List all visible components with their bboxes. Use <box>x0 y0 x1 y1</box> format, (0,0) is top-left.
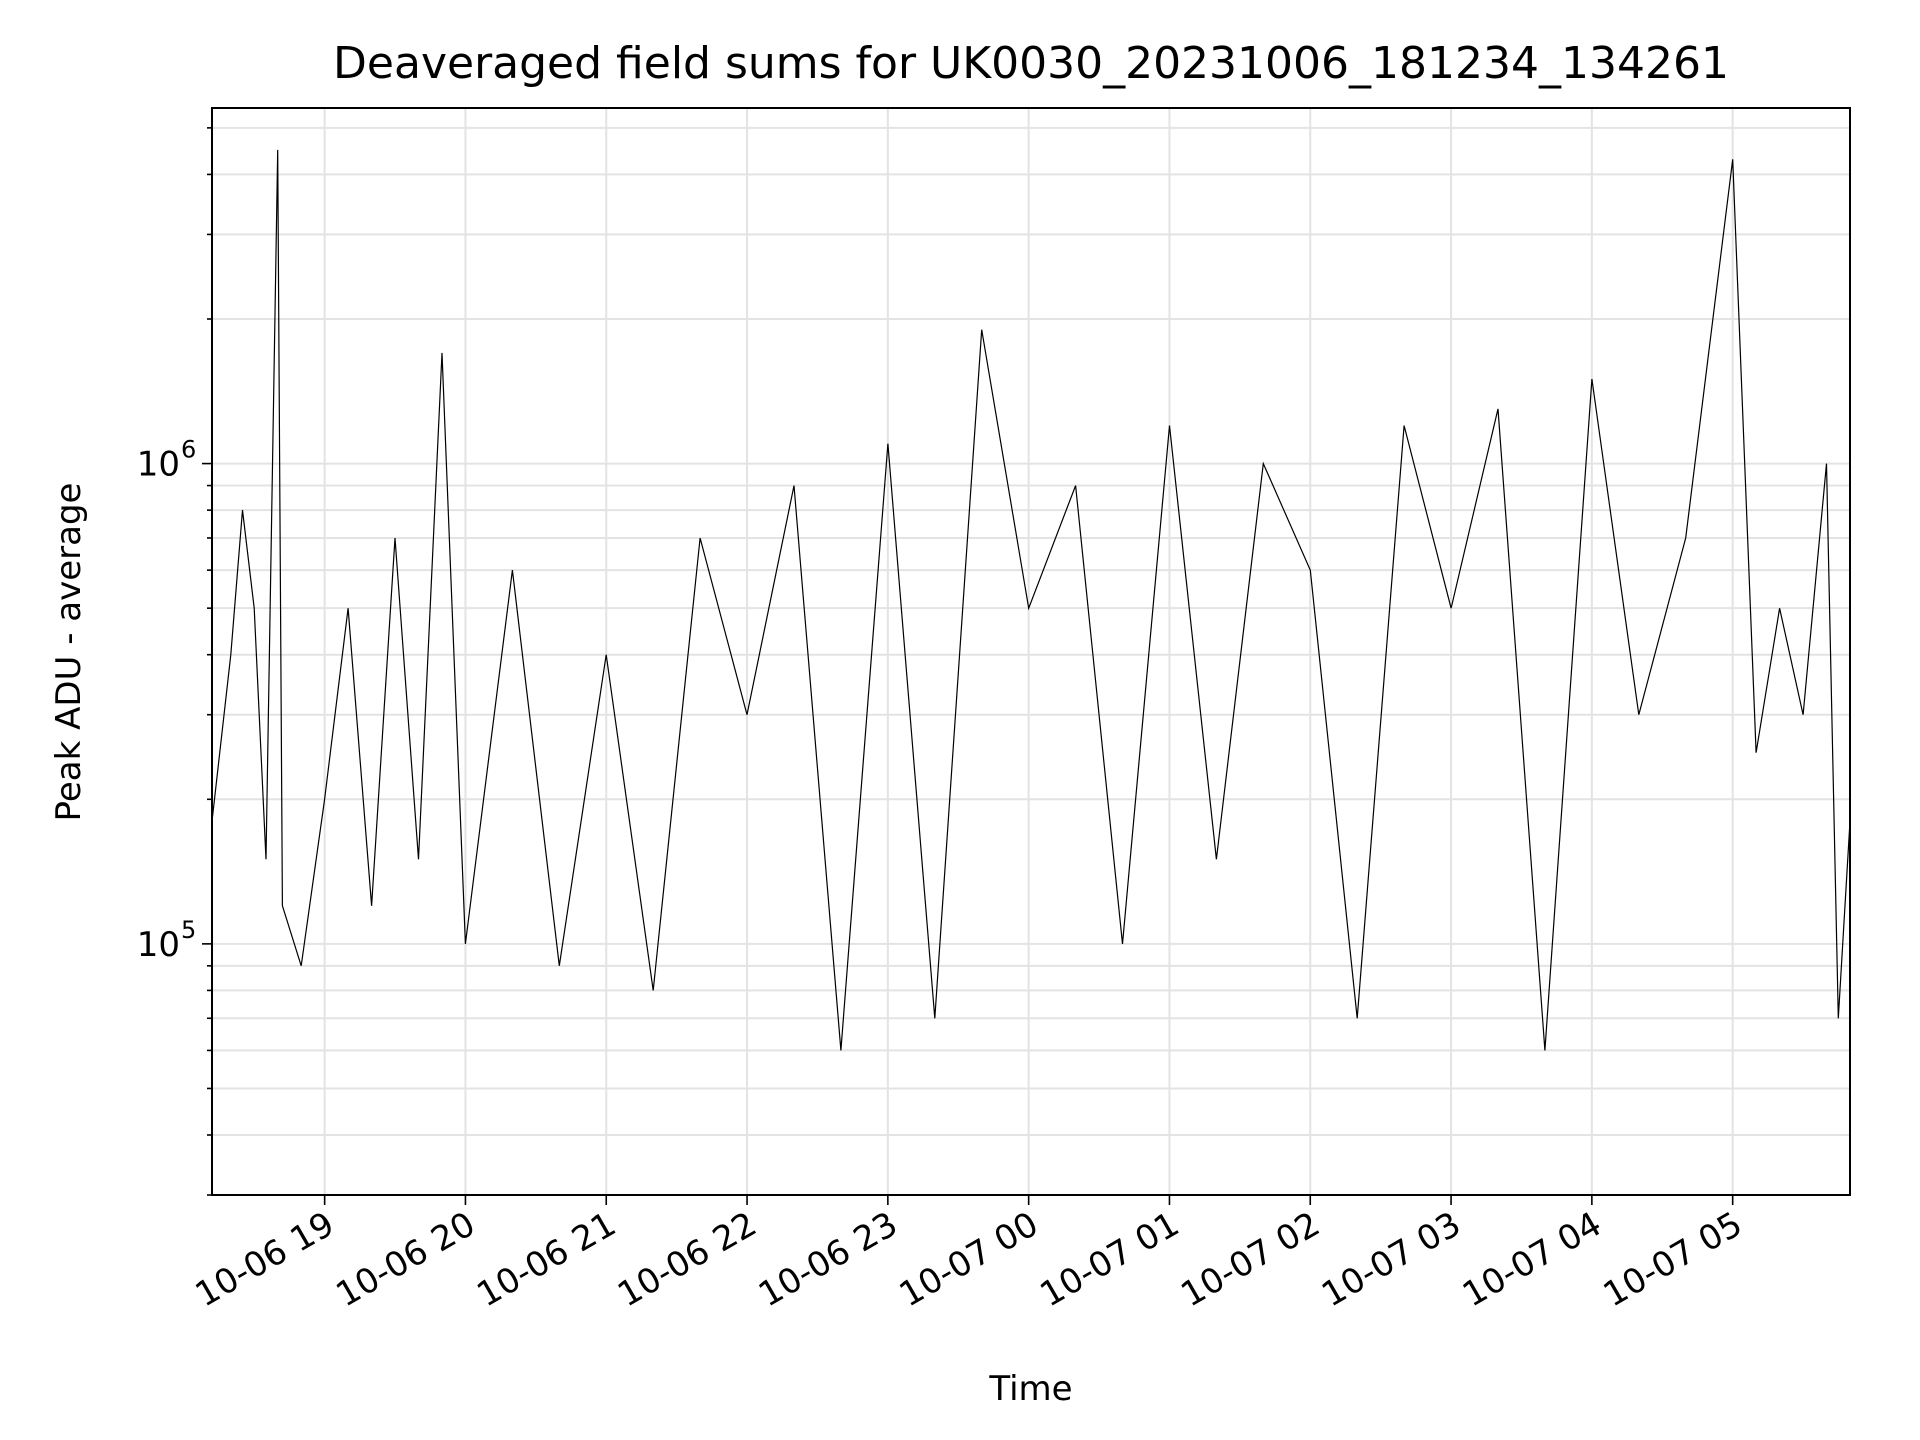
x-tick-label: 10-07 00 <box>893 1204 1045 1315</box>
x-tick-label: 10-06 21 <box>470 1204 622 1315</box>
x-tick-label: 10-07 01 <box>1034 1204 1186 1315</box>
plot-area-frame <box>211 107 1851 1196</box>
x-tick-label: 10-07 02 <box>1174 1204 1326 1315</box>
x-tick-label: 10-06 19 <box>189 1204 341 1315</box>
x-tick-label: 10-06 23 <box>752 1204 904 1315</box>
x-tick-label: 10-07 03 <box>1315 1204 1467 1315</box>
chart-title: Deaveraged field sums for UK0030_2023100… <box>333 38 1729 89</box>
y-axis-label: Peak ADU - average <box>49 483 89 822</box>
grid <box>212 108 1850 1196</box>
y-tick-label: 10 <box>137 445 180 485</box>
series-line <box>211 149 1851 1051</box>
x-tick-label: 10-06 20 <box>330 1204 482 1315</box>
x-axis-label: Time <box>988 1369 1072 1409</box>
y-tick-exponent: 6 <box>181 436 196 464</box>
x-tick-label: 10-07 05 <box>1597 1204 1749 1315</box>
y-tick-exponent: 5 <box>181 916 196 944</box>
x-tick-label: 10-06 22 <box>611 1204 763 1315</box>
y-tick-label: 10 <box>137 925 180 965</box>
series-layer <box>211 149 1851 1051</box>
x-tick-label: 10-07 04 <box>1456 1204 1608 1315</box>
